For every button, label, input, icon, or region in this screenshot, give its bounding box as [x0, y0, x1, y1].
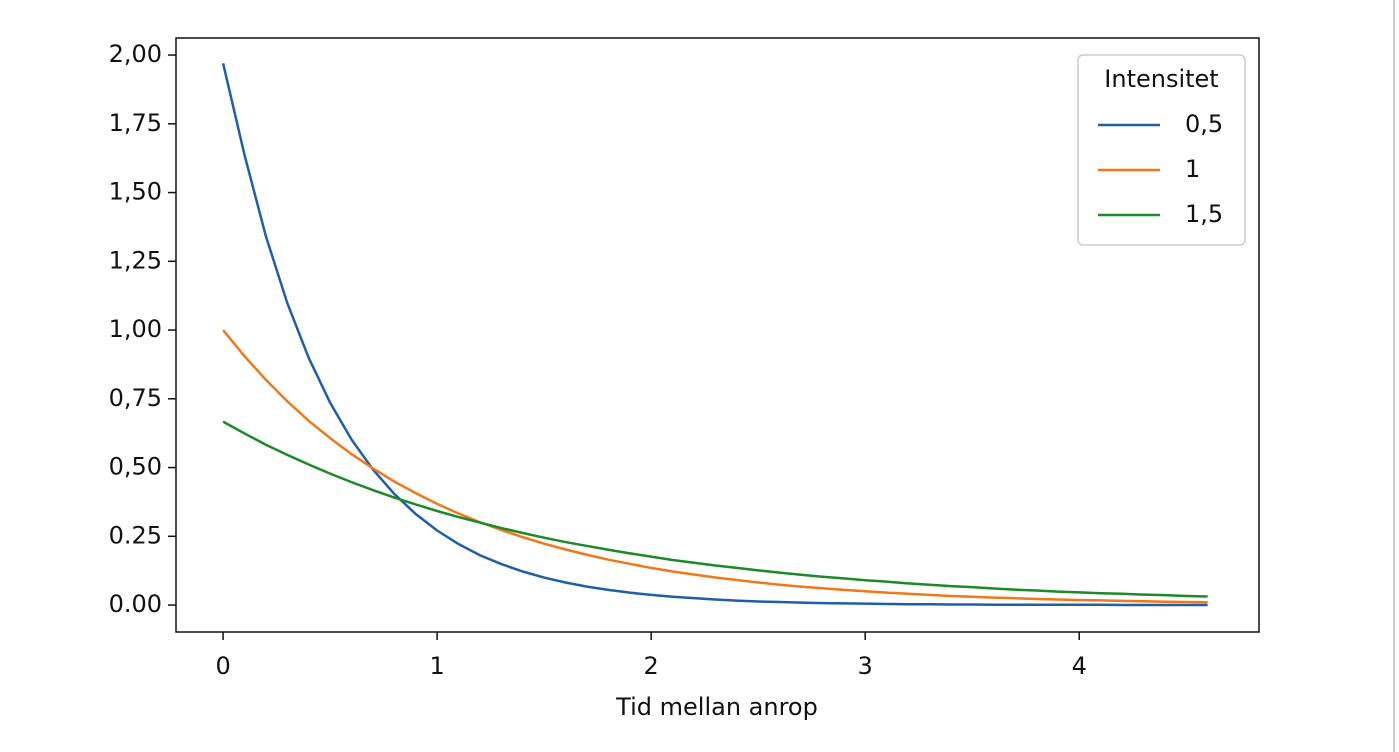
y-tick-label: 0,75 — [109, 384, 162, 412]
legend-label: 0,5 — [1185, 110, 1223, 138]
y-tick-label: 2,00 — [109, 40, 162, 68]
series-line — [222, 329, 1208, 604]
series-line — [222, 420, 1208, 598]
y-tick-label: 1,50 — [109, 178, 162, 206]
legend-title: Intensitet — [1104, 65, 1218, 93]
y-tick-label: 1,75 — [109, 109, 162, 137]
legend-box — [1077, 54, 1246, 246]
y-tick-label: 0,50 — [109, 453, 162, 481]
legend-label: 1 — [1185, 155, 1200, 183]
y-tick-label: 0.00 — [109, 590, 162, 618]
x-tick-label: 2 — [644, 652, 659, 680]
x-axis-label: Tid mellan anrop — [615, 693, 818, 721]
x-tick-label: 0 — [215, 652, 230, 680]
x-tick-label: 3 — [858, 652, 873, 680]
y-tick-label: 1,00 — [109, 315, 162, 343]
y-tick-label: 1,25 — [109, 246, 162, 274]
plot-frame — [175, 37, 1260, 633]
legend-label: 1,5 — [1185, 200, 1223, 228]
x-tick-label: 4 — [1072, 652, 1087, 680]
y-tick-label: 0.25 — [109, 521, 162, 549]
x-tick-label: 1 — [429, 652, 444, 680]
series-line — [221, 63, 1208, 607]
